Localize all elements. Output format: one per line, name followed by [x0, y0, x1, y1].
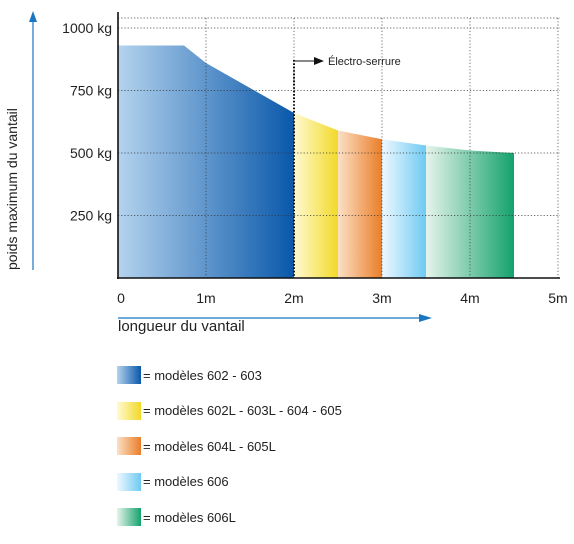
legend-swatch	[117, 401, 141, 420]
legend-item: = modèles 606	[117, 472, 342, 491]
x-tick-label: 5m	[548, 290, 567, 306]
legend-item: = modèles 606L	[117, 508, 342, 526]
chart-svg: Électro-serrure 250 kg 500 kg 750 kg 1000 kg…	[4, 11, 568, 322]
y-tick-label: 1000 kg	[62, 20, 112, 36]
x-tick-label: 3m	[372, 290, 391, 306]
x-tick-label: 1m	[196, 290, 215, 306]
area-band	[382, 139, 426, 278]
x-tick-label: 4m	[460, 290, 479, 306]
annotation-arrowhead	[314, 57, 324, 65]
y-axis-label: poids maximum du vantail	[4, 108, 20, 270]
area-band	[118, 45, 294, 278]
area-band	[426, 145, 514, 278]
y-tick-label: 500 kg	[70, 145, 112, 161]
y-tick-label: 750 kg	[70, 83, 112, 99]
legend: = modèles 602 - 603 = modèles 602L - 603L…	[117, 366, 342, 544]
chart-grid	[118, 17, 560, 278]
x-tick-label: 2m	[284, 290, 303, 306]
y-axis-arrowhead	[29, 11, 37, 22]
legend-item: = modèles 604L - 605L	[117, 437, 342, 455]
legend-label: = modèles 602L - 603L - 604 - 605	[143, 403, 342, 418]
x-axis-label: longueur du vantail	[118, 318, 245, 335]
x-axis-arrowhead	[419, 314, 432, 322]
area-band	[294, 113, 338, 278]
chart-bands	[118, 45, 514, 278]
legend-label: = modèles 606L	[143, 509, 236, 525]
y-tick-label: 250 kg	[70, 208, 112, 224]
legend-item: = modèles 602L - 603L - 604 - 605	[117, 401, 342, 420]
legend-label: = modèles 604L - 605L	[143, 438, 276, 454]
chart-axes	[29, 11, 560, 322]
x-tick-label: 0	[117, 290, 125, 306]
annotation-label: Électro-serrure	[328, 55, 401, 68]
legend-swatch	[117, 472, 141, 491]
legend-label: = modèles 602 - 603	[143, 367, 262, 383]
legend-swatch	[117, 508, 141, 526]
legend-item: = modèles 602 - 603	[117, 366, 342, 384]
legend-swatch	[117, 366, 141, 384]
legend-label: = modèles 606	[143, 474, 229, 489]
area-band	[338, 130, 382, 278]
chart-labels: Électro-serrure 250 kg 500 kg 750 kg 1000 kg…	[4, 20, 568, 306]
legend-swatch	[117, 437, 141, 455]
